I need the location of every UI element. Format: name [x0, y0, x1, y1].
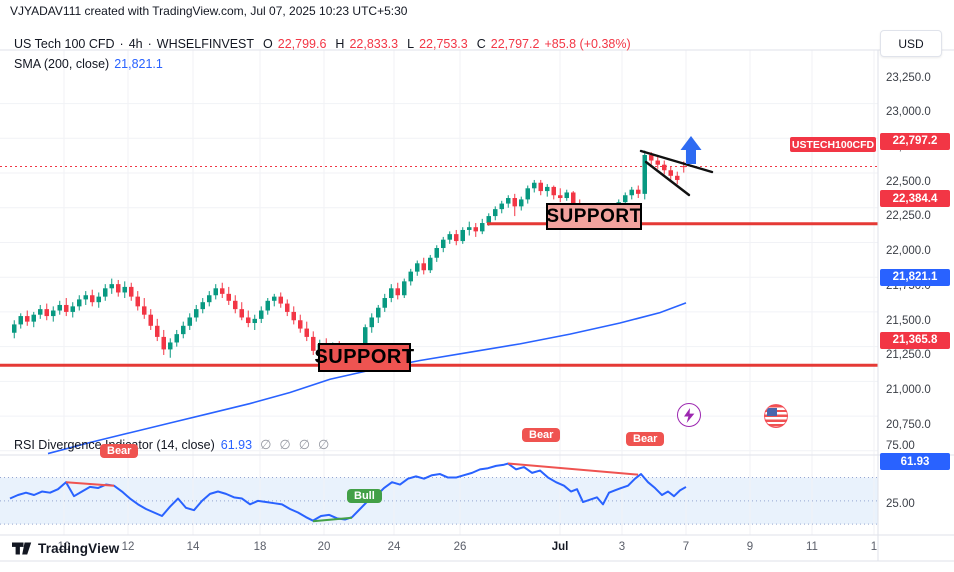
us-economic-event-icon[interactable]	[764, 404, 788, 428]
rsi-indicator-value: 61.93	[220, 438, 253, 452]
support-annotation-upper[interactable]: SUPPORT	[546, 203, 642, 230]
price-tick-label: 22,500.0	[886, 175, 931, 188]
indicator-control-icon[interactable]: ∅	[298, 437, 311, 452]
economic-event-icon[interactable]	[677, 403, 701, 427]
bear-divergence-label: Bear	[626, 432, 665, 446]
attribution-text: VJYADAV111 created with TradingView.com,…	[10, 4, 408, 18]
time-tick-label: 24	[387, 541, 401, 553]
price-line-symbol-flag: USTECH100CFD	[790, 137, 876, 152]
price-chart-canvas[interactable]	[0, 25, 954, 572]
time-tick-label: Jul	[551, 541, 569, 553]
open-key: O	[263, 37, 273, 51]
time-tick-label: 14	[186, 541, 200, 553]
price-axis-flag: 21,821.1	[880, 268, 950, 286]
bull-divergence-label: Bull	[347, 489, 382, 503]
close-key: C	[476, 37, 486, 51]
high-key: H	[335, 37, 345, 51]
price-axis-flag: 22,384.4	[880, 190, 950, 208]
low-value: 22,753.3	[419, 37, 468, 51]
time-tick-label: 3	[618, 541, 626, 553]
interval-label[interactable]: 4h	[128, 37, 143, 51]
symbol-name[interactable]: US Tech 100 CFD	[14, 37, 115, 51]
legend-separator: ·	[147, 37, 152, 51]
price-tick-label: 23,250.0	[886, 71, 931, 84]
rsi-axis-flag: 61.93	[880, 453, 950, 471]
time-tick-label: 12	[121, 541, 135, 553]
symbol-legend: US Tech 100 CFD · 4h · WHSELFINVEST O 22,…	[14, 34, 631, 74]
bear-divergence-label: Bear	[522, 428, 561, 442]
price-tick-label: 21,250.0	[886, 349, 931, 362]
price-tick-label: 20,750.0	[886, 418, 931, 431]
indicator-control-icon[interactable]: ∅	[260, 437, 272, 452]
time-tick-label: 7	[682, 541, 690, 553]
sma-indicator-label[interactable]: SMA (200, close)	[14, 57, 110, 71]
tradingview-logo-icon	[12, 541, 33, 556]
us-flag-icon	[767, 408, 777, 416]
indicator-control-icon[interactable]: ∅	[279, 437, 291, 452]
support-annotation-lower[interactable]: SUPPORT	[314, 343, 414, 372]
time-tick-label: 20	[317, 541, 331, 553]
bear-divergence-label: Bear	[100, 444, 139, 458]
rsi-tick-label: 75.00	[886, 439, 915, 452]
price-axis-flag: 22,797.2	[880, 132, 950, 150]
price-tick-label: 22,000.0	[886, 245, 931, 258]
price-tick-label: 21,000.0	[886, 384, 931, 397]
price-tick-label: 21,500.0	[886, 314, 931, 327]
sma-indicator-value: 21,821.1	[114, 57, 163, 71]
high-value: 22,833.3	[349, 37, 399, 51]
price-axis[interactable]: 23,250.023,000.022,750.022,500.022,250.0…	[878, 25, 954, 536]
rsi-indicator-legend: RSI Divergence Indicator (14, close) 61.…	[14, 437, 329, 453]
price-axis-flag: 21,365.8	[880, 331, 950, 349]
chart-area[interactable]: US Tech 100 CFD · 4h · WHSELFINVEST O 22,…	[0, 25, 954, 562]
price-tick-label: 22,250.0	[886, 210, 931, 223]
time-tick-label: 18	[253, 541, 267, 553]
indicator-control-icon[interactable]: ∅	[318, 437, 330, 452]
close-value: 22,797.2	[490, 37, 540, 51]
time-tick-label: 26	[453, 541, 467, 553]
time-tick-label: 11	[806, 541, 818, 553]
currency-button[interactable]: USD	[880, 30, 942, 57]
tradingview-logo-text: TradingView	[38, 541, 120, 556]
price-tick-label: 23,000.0	[886, 106, 931, 119]
broker-label: WHSELFINVEST	[156, 37, 255, 51]
time-tick-label: 1	[870, 541, 878, 553]
time-axis[interactable]: 10 12 14 18 20 24 26 Jul 3 7 9 11 1	[0, 535, 878, 561]
change-value: +85.8 (+0.38%)	[544, 37, 631, 51]
time-tick-label: 9	[746, 541, 754, 553]
low-key: L	[407, 37, 415, 51]
legend-separator: ·	[119, 37, 124, 51]
open-value: 22,799.6	[277, 37, 327, 51]
rsi-tick-label: 25.00	[886, 498, 915, 510]
lightning-icon	[683, 407, 694, 423]
time-tick-label: 10	[57, 541, 71, 553]
tradingview-logo[interactable]: TradingView	[12, 541, 119, 556]
